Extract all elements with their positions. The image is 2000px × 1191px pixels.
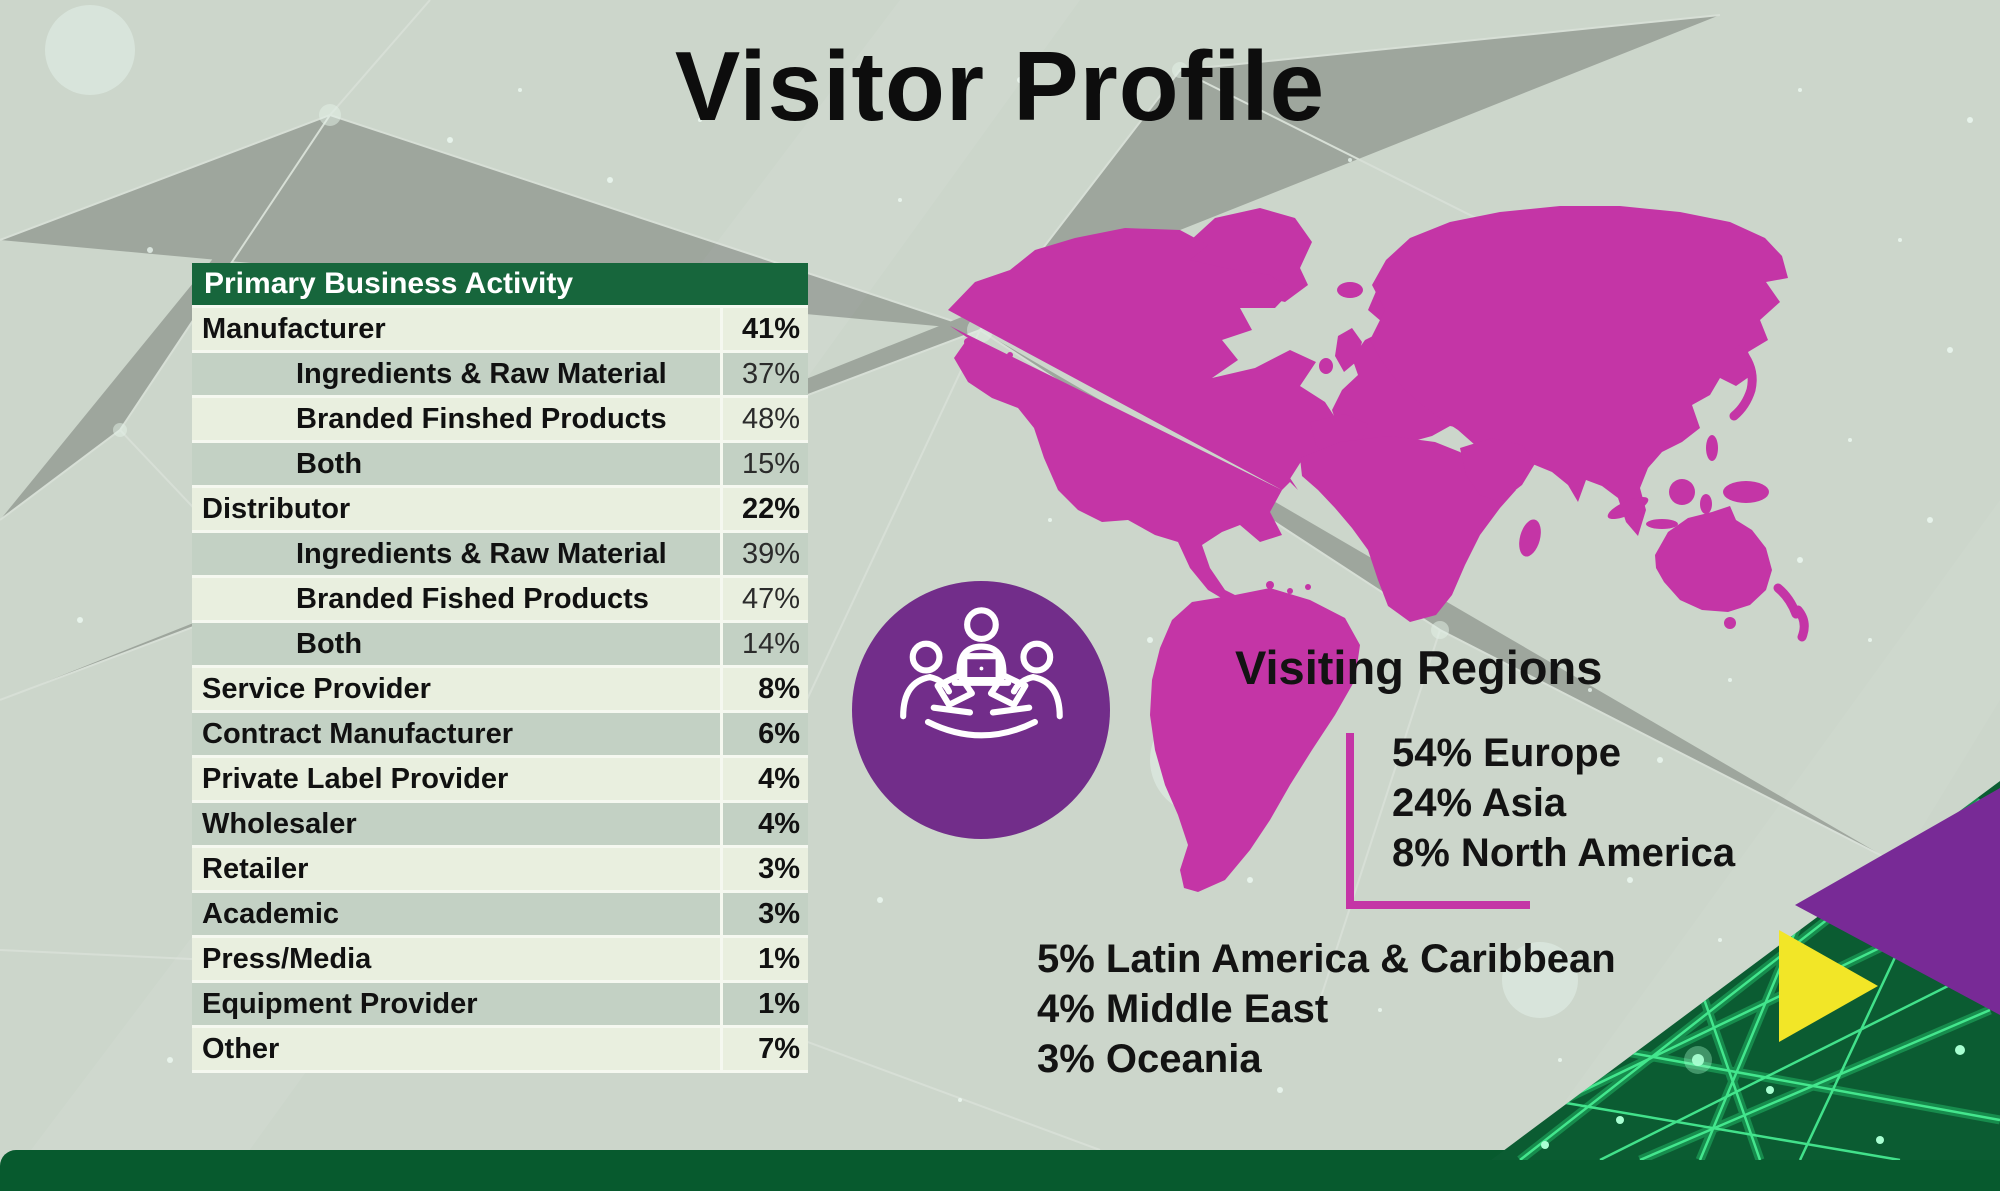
regions-bottom-list: 5% Latin America & Caribbean 4% Middle E… <box>1037 934 1616 1084</box>
row-value: 4% <box>720 758 808 800</box>
row-label: Ingredients & Raw Material <box>296 537 667 570</box>
row-value: 15% <box>720 443 808 485</box>
table-row: Press/Media 1% <box>192 938 808 983</box>
row-value: 7% <box>720 1028 808 1070</box>
visiting-regions-heading: Visiting Regions <box>1235 641 1603 694</box>
row-label: Branded Fished Products <box>296 582 649 615</box>
row-label: Equipment Provider <box>202 987 478 1020</box>
row-label: Academic <box>202 897 340 930</box>
table-row: Both 15% <box>192 443 808 488</box>
row-value: 6% <box>720 713 808 755</box>
table-row: Service Provider 8% <box>192 668 808 713</box>
row-label: Branded Finshed Products <box>296 402 667 435</box>
purple-triangle <box>1795 788 2000 1015</box>
table-header-label: Primary Business Activity <box>204 267 574 300</box>
row-value: 8% <box>720 668 808 710</box>
row-label: Distributor <box>202 492 351 525</box>
row-label: Private Label Provider <box>202 762 509 795</box>
table-row: Ingredients & Raw Material 37% <box>192 353 808 398</box>
row-value: 14% <box>720 623 808 665</box>
region-stat: 54% Europe <box>1392 731 1621 775</box>
row-label: Contract Manufacturer <box>202 717 513 750</box>
row-label: Retailer <box>202 852 309 885</box>
yellow-triangle <box>1779 930 1878 1042</box>
row-value: 22% <box>720 488 808 530</box>
row-value: 1% <box>720 938 808 980</box>
table-row: Academic 3% <box>192 893 808 938</box>
table-row: Branded Fished Products 47% <box>192 578 808 623</box>
row-label: Manufacturer <box>202 312 386 345</box>
row-label: Ingredients & Raw Material <box>296 357 667 390</box>
corner-decoration <box>1491 781 2000 1160</box>
page-title: Visitor Profile <box>674 31 1326 141</box>
region-stat: 24% Asia <box>1392 781 1567 825</box>
row-value: 4% <box>720 803 808 845</box>
table-row: Both 14% <box>192 623 808 668</box>
table-body: Manufacturer 41% Ingredients & Raw Mater… <box>192 308 808 1073</box>
magenta-bracket <box>1346 733 1530 909</box>
region-stat: 3% Oceania <box>1037 1037 1262 1081</box>
row-label: Other <box>202 1032 280 1065</box>
meeting-badge <box>852 581 1110 839</box>
row-label: Press/Media <box>202 942 372 975</box>
row-value: 47% <box>720 578 808 620</box>
table-row: Contract Manufacturer 6% <box>192 713 808 758</box>
row-value: 1% <box>720 983 808 1025</box>
row-value: 37% <box>720 353 808 395</box>
row-label: Service Provider <box>202 672 431 705</box>
row-value: 39% <box>720 533 808 575</box>
table-row: Other 7% <box>192 1028 808 1073</box>
row-value: 3% <box>720 848 808 890</box>
primary-business-activity-table: Primary Business Activity Manufacturer 4… <box>192 263 808 1073</box>
row-value: 3% <box>720 893 808 935</box>
row-value: 48% <box>720 398 808 440</box>
region-stat: 8% North America <box>1392 831 1736 875</box>
table-row: Distributor 22% <box>192 488 808 533</box>
table-header: Primary Business Activity <box>192 263 808 308</box>
row-label: Both <box>296 447 363 480</box>
region-stat: 4% Middle East <box>1037 987 1329 1031</box>
table-row: Retailer 3% <box>192 848 808 893</box>
row-label: Wholesaler <box>202 807 357 840</box>
world-map-icon <box>948 206 1809 892</box>
people-meeting-icon <box>899 607 1063 739</box>
regions-top-list: 54% Europe 24% Asia 8% North America <box>1392 728 1735 878</box>
table-row: Ingredients & Raw Material 39% <box>192 533 808 578</box>
table-row: Branded Finshed Products 48% <box>192 398 808 443</box>
region-stat: 5% Latin America & Caribbean <box>1037 937 1616 981</box>
row-label: Both <box>296 627 363 660</box>
table-row: Wholesaler 4% <box>192 803 808 848</box>
table-row: Manufacturer 41% <box>192 308 808 353</box>
table-row: Private Label Provider 4% <box>192 758 808 803</box>
row-value: 41% <box>720 308 808 350</box>
table-row: Equipment Provider 1% <box>192 983 808 1028</box>
